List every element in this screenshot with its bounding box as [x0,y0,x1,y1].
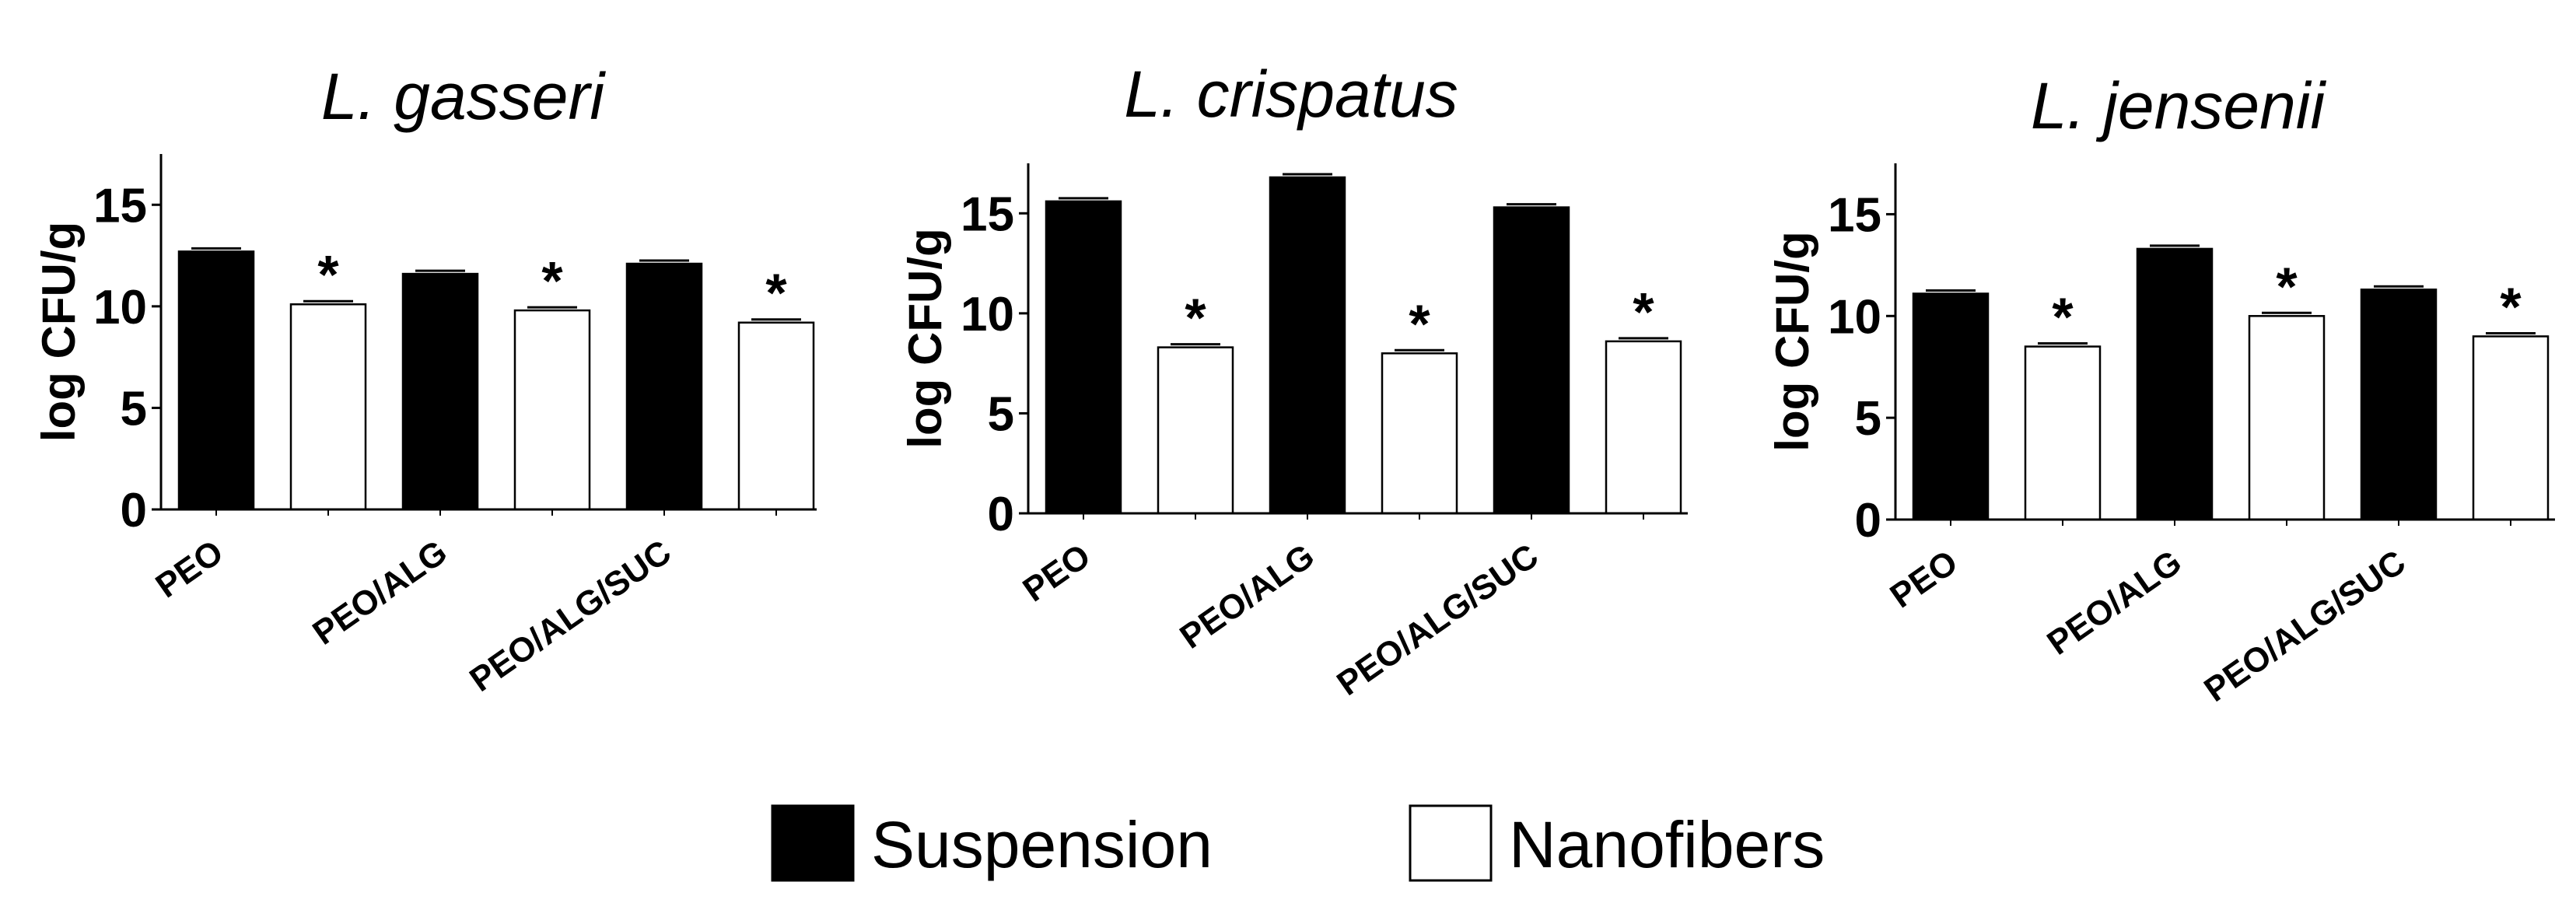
chart-panel-1: L. gasseri log CFU/g * * * 0 5 10 15 PEO PEO/ALG PE… [33,60,817,699]
significance-marker: * [765,263,787,324]
y-tick-label: 0 [121,484,147,537]
bar-nanofibers [289,303,367,511]
chart-title: L. crispatus [1124,58,1458,131]
bar-nanofibers [737,321,815,511]
bar-suspension [401,272,479,511]
y-tick-label: 10 [93,281,147,334]
bar-suspension [177,250,255,511]
chart-title: L. gasseri [321,60,607,133]
significance-marker: * [2276,256,2298,317]
x-category-label: PEO [1884,543,1965,615]
x-category-label: PEO/ALG [1173,537,1321,656]
x-category-label: PEO/ALG/SUC [2197,543,2412,709]
bar-nanofibers [1605,340,1682,515]
bar-nanofibers [2248,315,2326,521]
significance-marker: * [541,250,563,311]
chart-panel-2: L. crispatus log CFU/g * * * 0 5 10 15 PEO PEO/ALG… [899,58,1688,703]
y-tick-label: 15 [1828,188,1881,242]
legend-swatch-suspension [771,804,855,882]
bar-nanofibers [2024,345,2102,521]
significance-marker: * [1185,288,1206,348]
y-axis-label: log CFU/g [1766,231,1818,451]
y-tick-label: 0 [988,488,1014,541]
x-category-label: PEO [149,533,230,605]
y-tick-label: 10 [1828,290,1881,344]
x-category-label: PEO/ALG/SUC [1330,537,1545,703]
bar-nanofibers [513,309,591,511]
y-axis-label: log CFU/g [33,222,85,442]
bar-suspension [2136,247,2214,521]
y-tick-label: 15 [93,179,147,233]
significance-marker: * [1409,293,1430,354]
significance-marker: * [1633,282,1654,342]
y-tick-label: 0 [1855,494,1881,548]
bar-nanofibers [2472,335,2550,521]
legend: Suspension Nanofibers [771,804,1825,882]
chart-panel-3: L. jensenii log CFU/g * * * 0 5 10 15 PEO PEO/ALG P… [1766,69,2555,709]
bar-suspension [625,262,703,511]
y-tick-label: 15 [961,187,1014,241]
y-tick-label: 10 [961,288,1014,341]
bar-suspension [1493,206,1570,515]
y-axis-label: log CFU/g [899,228,951,448]
y-tick-label: 5 [988,387,1014,441]
significance-marker: * [2500,276,2522,337]
x-category-label: PEO/ALG [2040,543,2188,663]
bar-nanofibers [1157,346,1234,515]
y-tick-label: 5 [1855,392,1881,446]
legend-label-suspension: Suspension [871,808,1213,881]
bar-suspension [2360,289,2438,521]
x-category-label: PEO [1017,537,1097,609]
x-category-label: PEO/ALG/SUC [463,533,677,699]
bar-nanofibers [1381,352,1458,515]
bar-suspension [1045,200,1122,515]
legend-swatch-nanofibers [1409,804,1493,882]
x-category-label: PEO/ALG [306,533,453,653]
bar-suspension [1269,176,1346,515]
significance-marker: * [317,244,339,305]
legend-label-nanofibers: Nanofibers [1509,808,1825,881]
y-tick-label: 5 [121,382,147,436]
chart-title: L. jensenii [2031,69,2327,142]
significance-marker: * [2052,287,2074,348]
bar-suspension [1912,292,1990,521]
